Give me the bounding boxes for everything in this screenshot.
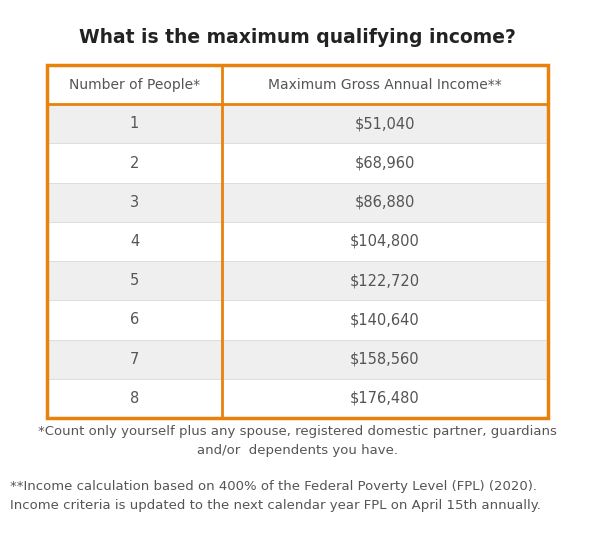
Text: 7: 7 [130,351,139,367]
Text: Maximum Gross Annual Income**: Maximum Gross Annual Income** [268,77,502,91]
Text: What is the maximum qualifying income?: What is the maximum qualifying income? [79,28,516,47]
Text: 5: 5 [130,273,139,288]
Text: **Income calculation based on 400% of the Federal Poverty Level (FPL) (2020).
In: **Income calculation based on 400% of th… [10,480,541,512]
Text: $51,040: $51,040 [355,116,415,131]
Text: $122,720: $122,720 [350,273,420,288]
Text: 3: 3 [130,195,139,210]
Text: $86,880: $86,880 [355,195,415,210]
Text: *Count only yourself plus any spouse, registered domestic partner, guardians
and: *Count only yourself plus any spouse, re… [38,425,557,457]
Text: $68,960: $68,960 [355,155,415,170]
Text: 1: 1 [130,116,139,131]
Text: 8: 8 [130,391,139,406]
Text: 4: 4 [130,234,139,249]
Text: $140,640: $140,640 [350,312,420,328]
Text: $104,800: $104,800 [350,234,420,249]
Text: $176,480: $176,480 [350,391,420,406]
Text: $158,560: $158,560 [350,351,420,367]
Text: 6: 6 [130,312,139,328]
Text: 2: 2 [130,155,139,170]
Text: Number of People*: Number of People* [69,77,200,91]
